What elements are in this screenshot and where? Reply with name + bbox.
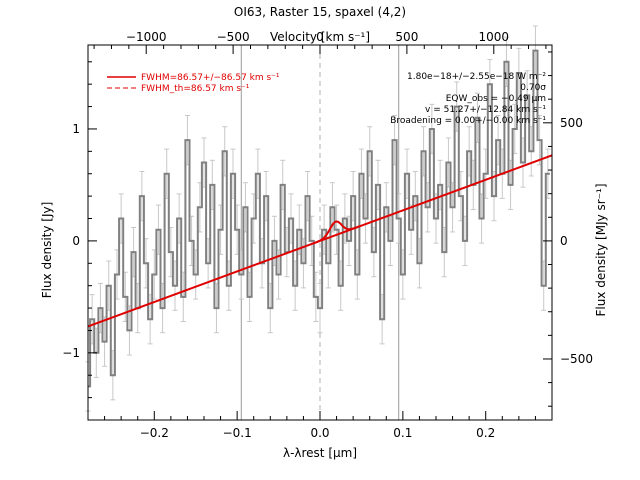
x-axis-label: λ-λrest [μm] (283, 446, 357, 460)
x-tick-label: −0.1 (223, 426, 252, 440)
legend-entry-fwhm-th: FWHM_th=86.57 km s⁻¹ (141, 84, 250, 94)
annotation-line-flux: 1.80e−18+/−2.55e−18 W m⁻² (407, 72, 546, 82)
legend: FWHM=86.57+/−86.57 km s⁻¹ FWHM_th=86.57 … (107, 73, 280, 94)
x-tick-label: 0.2 (476, 426, 495, 440)
gaussian-line-fit (312, 220, 360, 245)
top-tick-label: 1000 (479, 30, 510, 44)
legend-entry-fwhm: FWHM=86.57+/−86.57 km s⁻¹ (141, 73, 280, 83)
top-tick-label: −500 (217, 30, 250, 44)
right-tick-label: −500 (560, 352, 593, 366)
top-tick-label: 500 (395, 30, 418, 44)
y-axis-label: Flux density [Jy] (40, 202, 54, 299)
top-tick-label: −1000 (126, 30, 167, 44)
x-tick-label: 0.1 (393, 426, 412, 440)
top-tick-label: 0 (316, 30, 324, 44)
x-tick-label: 0.0 (310, 426, 329, 440)
top-axis-label: Velocity [km s⁻¹] (270, 30, 370, 44)
annotation-eqw: EQW_obs = −0.49 μm (446, 94, 546, 104)
right-axis-label: Flux density [MJy sr⁻¹] (594, 183, 608, 316)
annotation-velocity: v = 51.27+/−12.84 km s⁻¹ (425, 105, 546, 115)
annotation-broadening: Broadening = 0.00+/−0.00 km s⁻¹ (390, 116, 546, 126)
x-tick-label: −0.2 (140, 426, 169, 440)
y-tick-label: 1 (72, 122, 80, 136)
y-tick-label: −1 (62, 346, 80, 360)
chart-title: OI63, Raster 15, spaxel (4,2) (234, 5, 406, 19)
right-tick-label: 0 (560, 234, 568, 248)
flux-data-steps (88, 49, 550, 388)
right-tick-label: 500 (560, 116, 583, 130)
annotation-significance: 0.70σ (520, 83, 546, 93)
y-tick-label: 0 (72, 234, 80, 248)
fit-annotations: 1.80e−18+/−2.55e−18 W m⁻² 0.70σ EQW_obs … (390, 72, 546, 126)
